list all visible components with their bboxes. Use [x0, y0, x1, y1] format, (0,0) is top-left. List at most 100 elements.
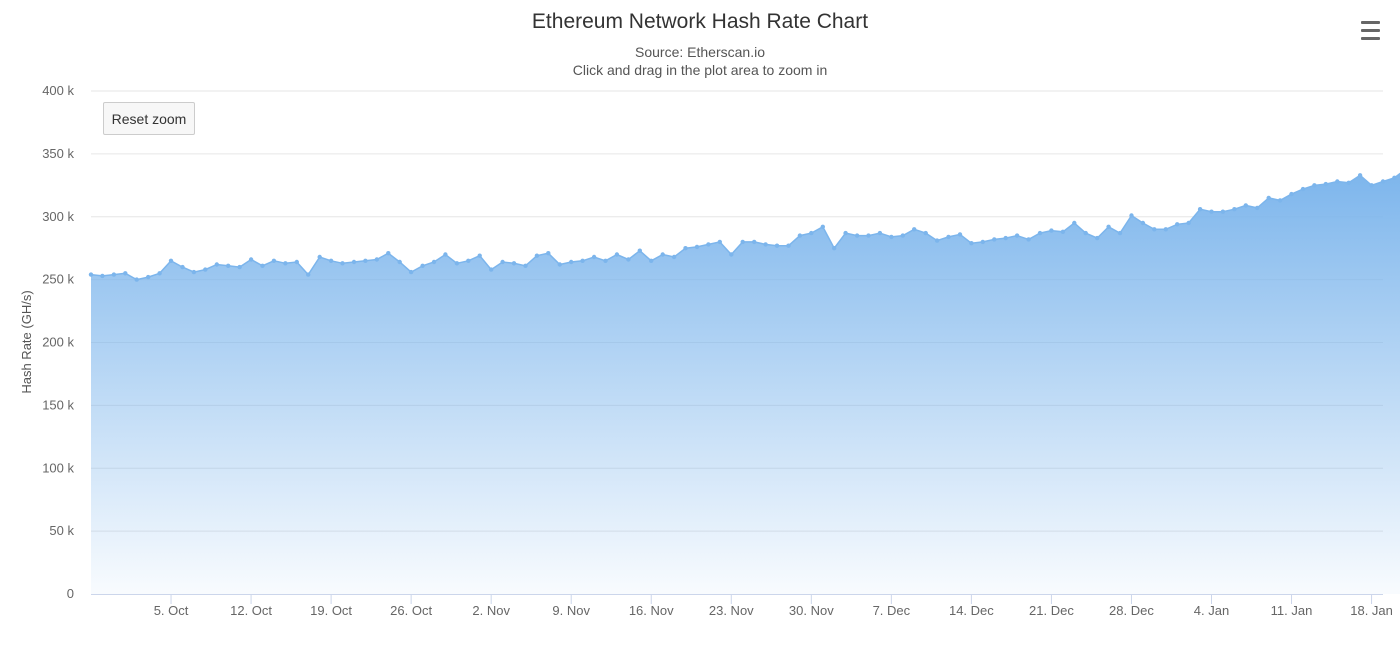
data-point[interactable] [637, 248, 642, 253]
data-point[interactable] [1026, 237, 1031, 242]
data-point[interactable] [226, 263, 231, 268]
data-point[interactable] [271, 258, 277, 263]
data-point[interactable] [443, 252, 448, 257]
data-point[interactable] [123, 271, 128, 276]
data-point[interactable] [1175, 222, 1180, 227]
data-point[interactable] [763, 242, 768, 247]
data-point[interactable] [1392, 175, 1397, 180]
data-point[interactable] [363, 258, 368, 263]
data-point[interactable] [1083, 230, 1088, 236]
data-point[interactable] [466, 258, 471, 263]
data-point[interactable] [1186, 220, 1191, 226]
data-point[interactable] [591, 254, 597, 260]
data-point[interactable] [671, 254, 677, 260]
data-point[interactable] [283, 261, 288, 266]
data-point[interactable] [992, 237, 997, 242]
data-point[interactable] [1060, 229, 1066, 234]
data-point[interactable] [820, 224, 825, 229]
data-point[interactable] [969, 241, 974, 246]
data-point[interactable] [1346, 180, 1351, 185]
data-point[interactable] [649, 258, 654, 263]
data-point[interactable] [534, 253, 540, 258]
reset-zoom-button[interactable]: Reset zoom [103, 102, 195, 135]
data-point[interactable] [1163, 227, 1169, 232]
data-point[interactable] [386, 251, 391, 256]
data-point[interactable] [1014, 233, 1020, 238]
data-point[interactable] [1037, 230, 1043, 236]
data-point[interactable] [923, 230, 928, 236]
data-point[interactable] [397, 259, 402, 265]
data-point[interactable] [774, 243, 780, 248]
data-point[interactable] [454, 261, 460, 266]
data-point[interactable] [889, 234, 894, 240]
data-point[interactable] [752, 239, 757, 245]
data-point[interactable] [1335, 179, 1340, 184]
hamburger-menu-icon[interactable] [1356, 16, 1386, 44]
data-point[interactable] [294, 259, 299, 265]
data-point[interactable] [431, 259, 437, 265]
data-point[interactable] [614, 252, 620, 257]
data-point[interactable] [740, 239, 745, 245]
data-point[interactable] [340, 261, 345, 266]
data-point[interactable] [328, 258, 334, 263]
data-point[interactable] [626, 257, 631, 262]
data-point[interactable] [786, 243, 791, 248]
data-point[interactable] [706, 242, 711, 247]
data-point[interactable] [797, 233, 803, 238]
data-point[interactable] [134, 277, 139, 282]
data-point[interactable] [603, 258, 608, 263]
data-point[interactable] [980, 239, 985, 245]
data-point[interactable] [477, 253, 482, 258]
data-point[interactable] [569, 259, 574, 265]
data-point[interactable] [1106, 224, 1111, 229]
data-point[interactable] [523, 263, 528, 268]
data-point[interactable] [374, 257, 379, 262]
data-point[interactable] [809, 230, 814, 236]
data-point[interactable] [1152, 227, 1157, 232]
data-point[interactable] [100, 273, 105, 279]
data-point[interactable] [1209, 209, 1214, 214]
data-point[interactable] [1072, 220, 1077, 226]
data-point[interactable] [1357, 173, 1363, 178]
data-point[interactable] [1255, 205, 1260, 211]
data-point[interactable] [912, 227, 917, 232]
data-point[interactable] [408, 269, 414, 275]
data-point[interactable] [1220, 209, 1226, 214]
data-point[interactable] [957, 232, 963, 237]
data-points[interactable] [88, 167, 1400, 282]
data-point[interactable] [1369, 183, 1374, 188]
data-point[interactable] [557, 262, 562, 267]
data-point[interactable] [168, 258, 174, 263]
data-point[interactable] [694, 244, 700, 250]
data-point[interactable] [180, 264, 185, 270]
data-point[interactable] [191, 269, 197, 275]
data-point[interactable] [1243, 203, 1249, 208]
data-point[interactable] [866, 233, 871, 238]
data-point[interactable] [729, 252, 734, 257]
data-point[interactable] [1095, 235, 1100, 241]
data-point[interactable] [1003, 235, 1008, 241]
data-point[interactable] [1277, 198, 1283, 203]
data-point[interactable] [157, 271, 162, 276]
data-point[interactable] [1197, 207, 1203, 212]
data-point[interactable] [317, 254, 322, 260]
data-point[interactable] [111, 272, 117, 277]
data-point[interactable] [843, 230, 848, 236]
data-point[interactable] [717, 239, 722, 245]
data-point[interactable] [214, 262, 219, 267]
data-point[interactable] [580, 258, 585, 263]
data-point[interactable] [237, 264, 242, 270]
data-point[interactable] [1117, 230, 1123, 236]
data-point[interactable] [854, 233, 860, 238]
data-point[interactable] [88, 272, 94, 277]
data-point[interactable] [511, 261, 517, 266]
data-point[interactable] [1289, 191, 1294, 197]
data-point[interactable] [900, 233, 905, 238]
data-point[interactable] [946, 234, 951, 240]
series-area[interactable] [90, 169, 1400, 594]
data-point[interactable] [489, 267, 494, 272]
data-point[interactable] [260, 263, 265, 268]
data-point[interactable] [660, 252, 665, 257]
